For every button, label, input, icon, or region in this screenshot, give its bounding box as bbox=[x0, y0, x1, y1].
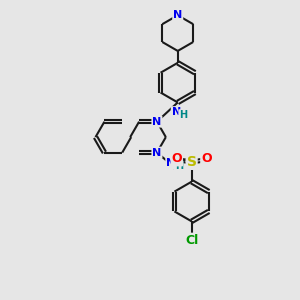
Text: H: H bbox=[175, 161, 183, 171]
Text: N: N bbox=[172, 107, 181, 117]
Text: N: N bbox=[173, 10, 182, 20]
Text: N: N bbox=[152, 117, 162, 127]
Text: S: S bbox=[187, 155, 196, 169]
Text: O: O bbox=[171, 152, 182, 165]
Text: Cl: Cl bbox=[185, 234, 198, 247]
Text: O: O bbox=[201, 152, 212, 165]
Text: N: N bbox=[152, 148, 162, 158]
Text: N: N bbox=[166, 158, 176, 169]
Text: H: H bbox=[179, 110, 187, 120]
